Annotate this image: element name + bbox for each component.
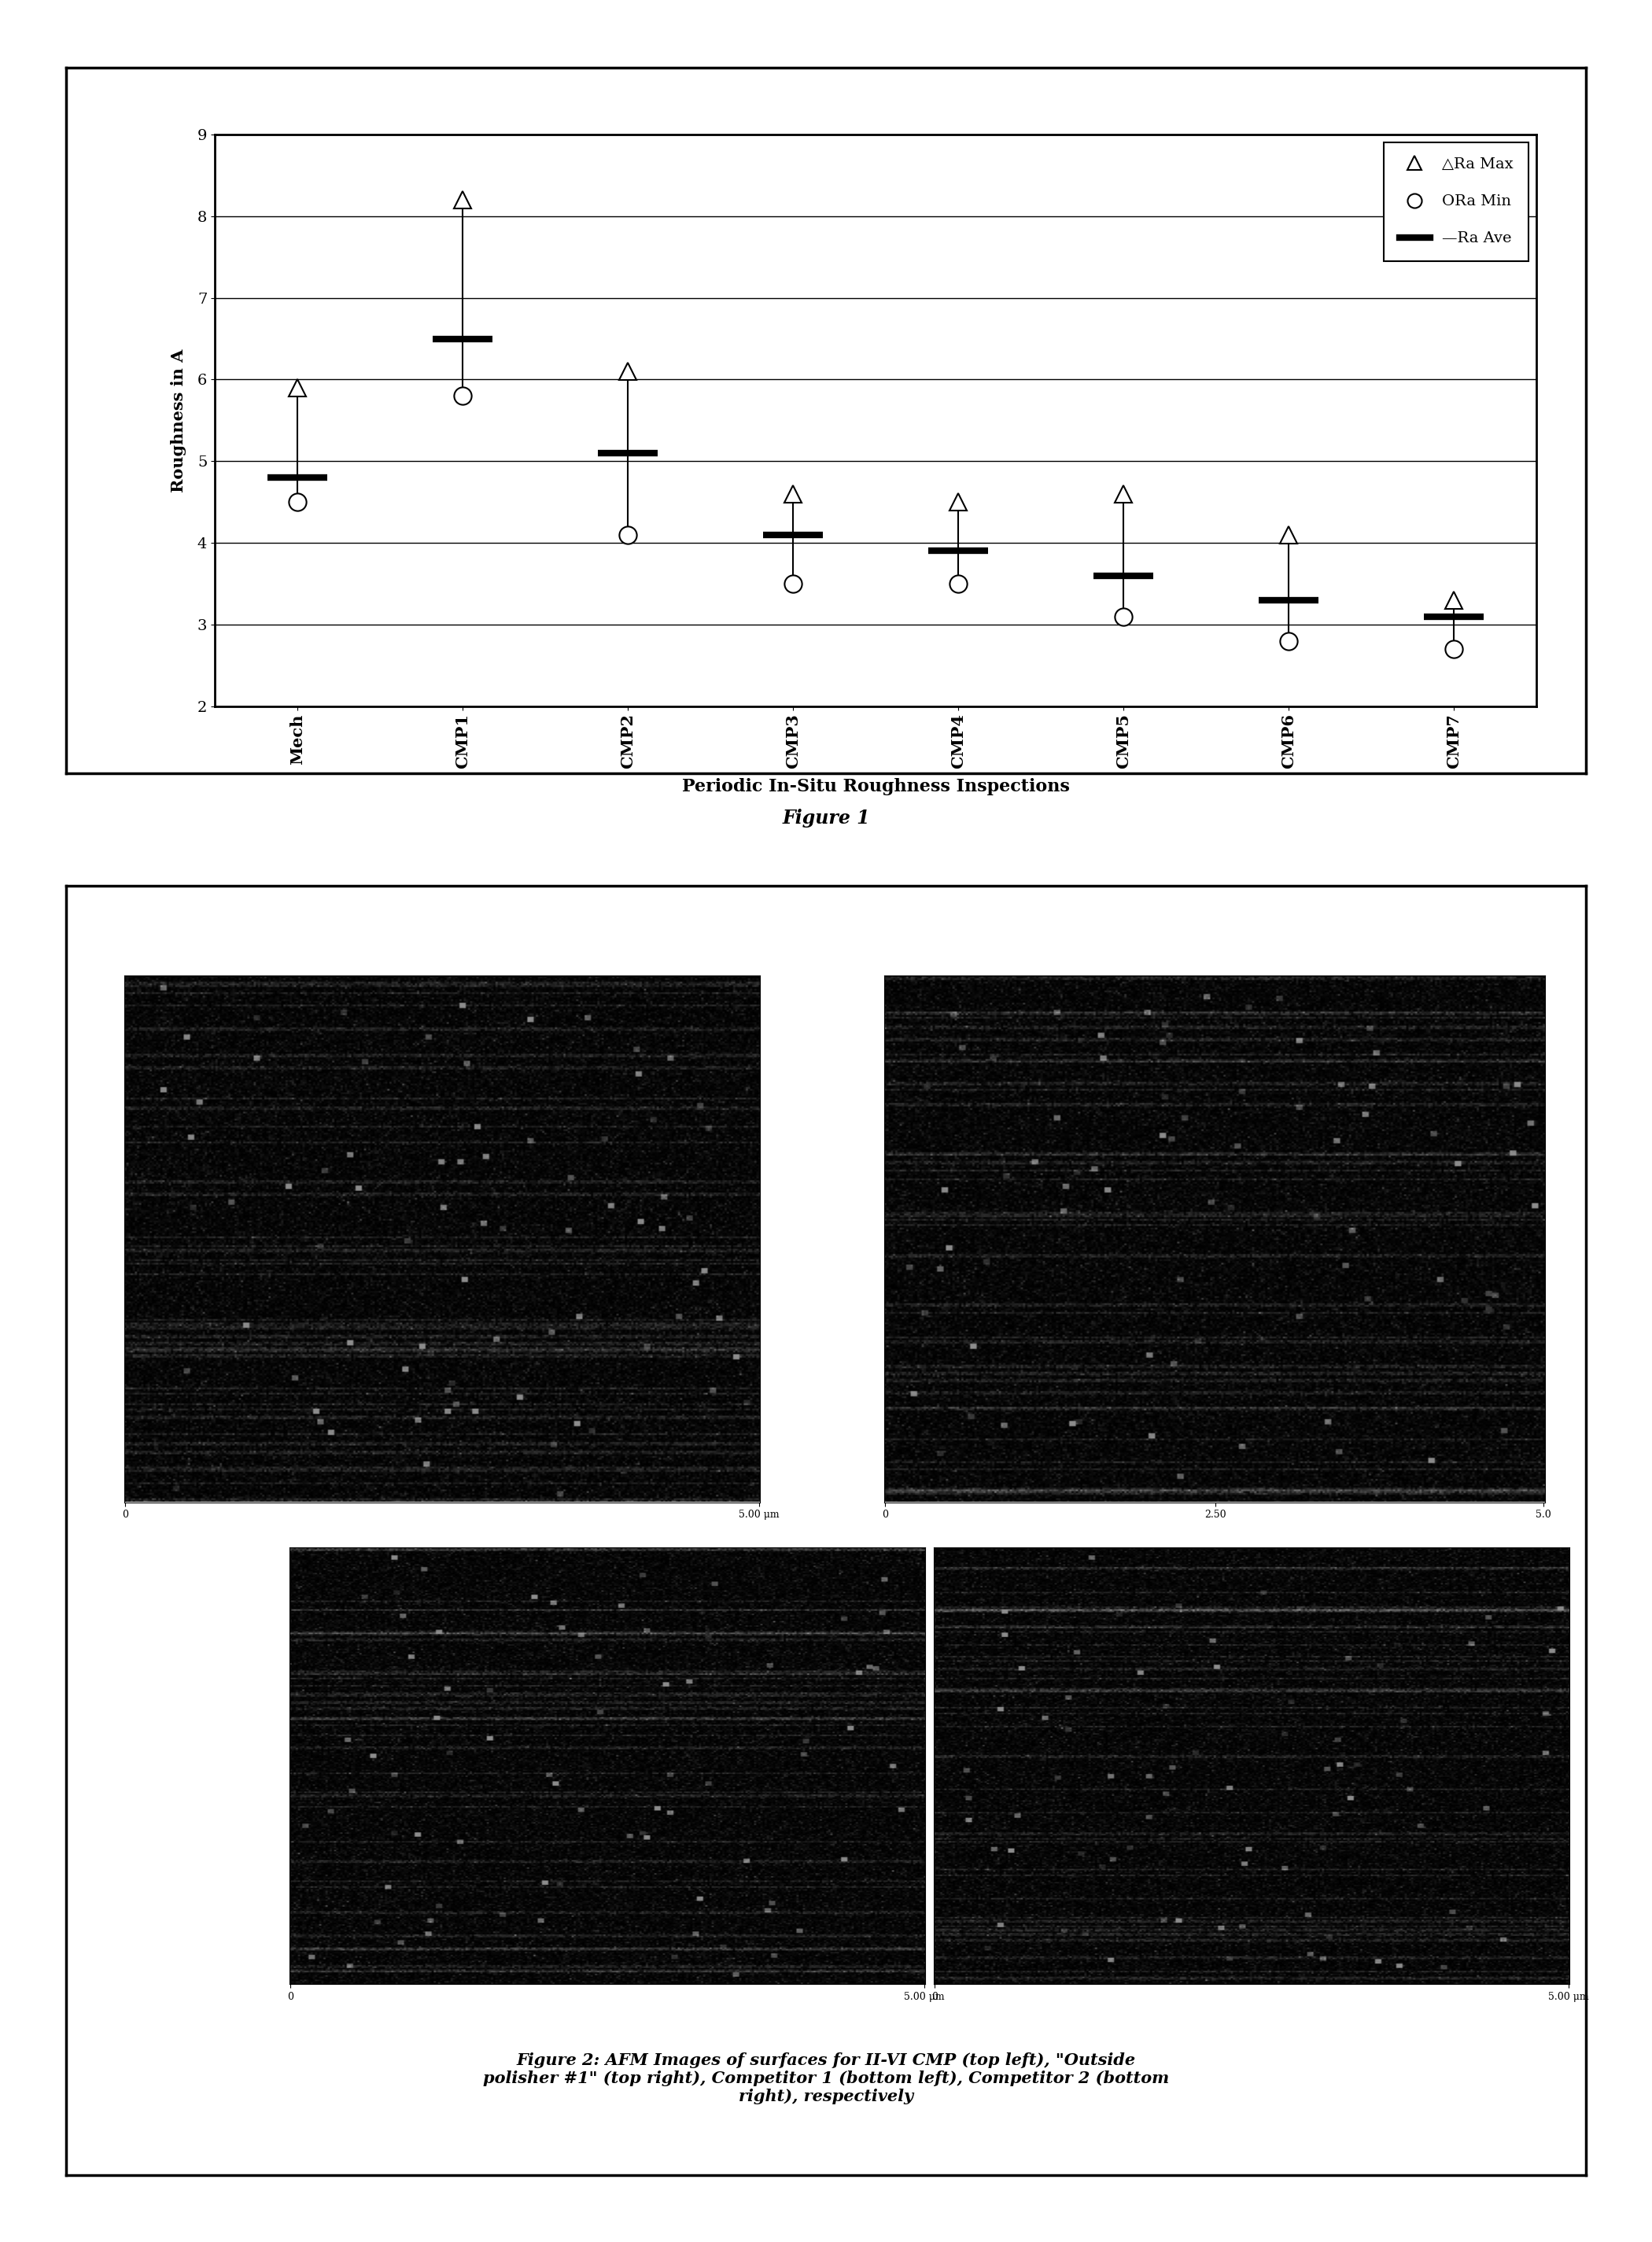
Legend: △Ra Max, ORa Min, —Ra Ave: △Ra Max, ORa Min, —Ra Ave [1384, 141, 1528, 260]
Y-axis label: Roughness in A: Roughness in A [170, 350, 187, 491]
X-axis label: Periodic In-Situ Roughness Inspections: Periodic In-Situ Roughness Inspections [682, 778, 1069, 796]
Text: Figure 1: Figure 1 [781, 809, 871, 827]
Text: Figure 2: AFM Images of surfaces for II-VI CMP (top left), "Outside
polisher #1": Figure 2: AFM Images of surfaces for II-… [482, 2051, 1170, 2105]
